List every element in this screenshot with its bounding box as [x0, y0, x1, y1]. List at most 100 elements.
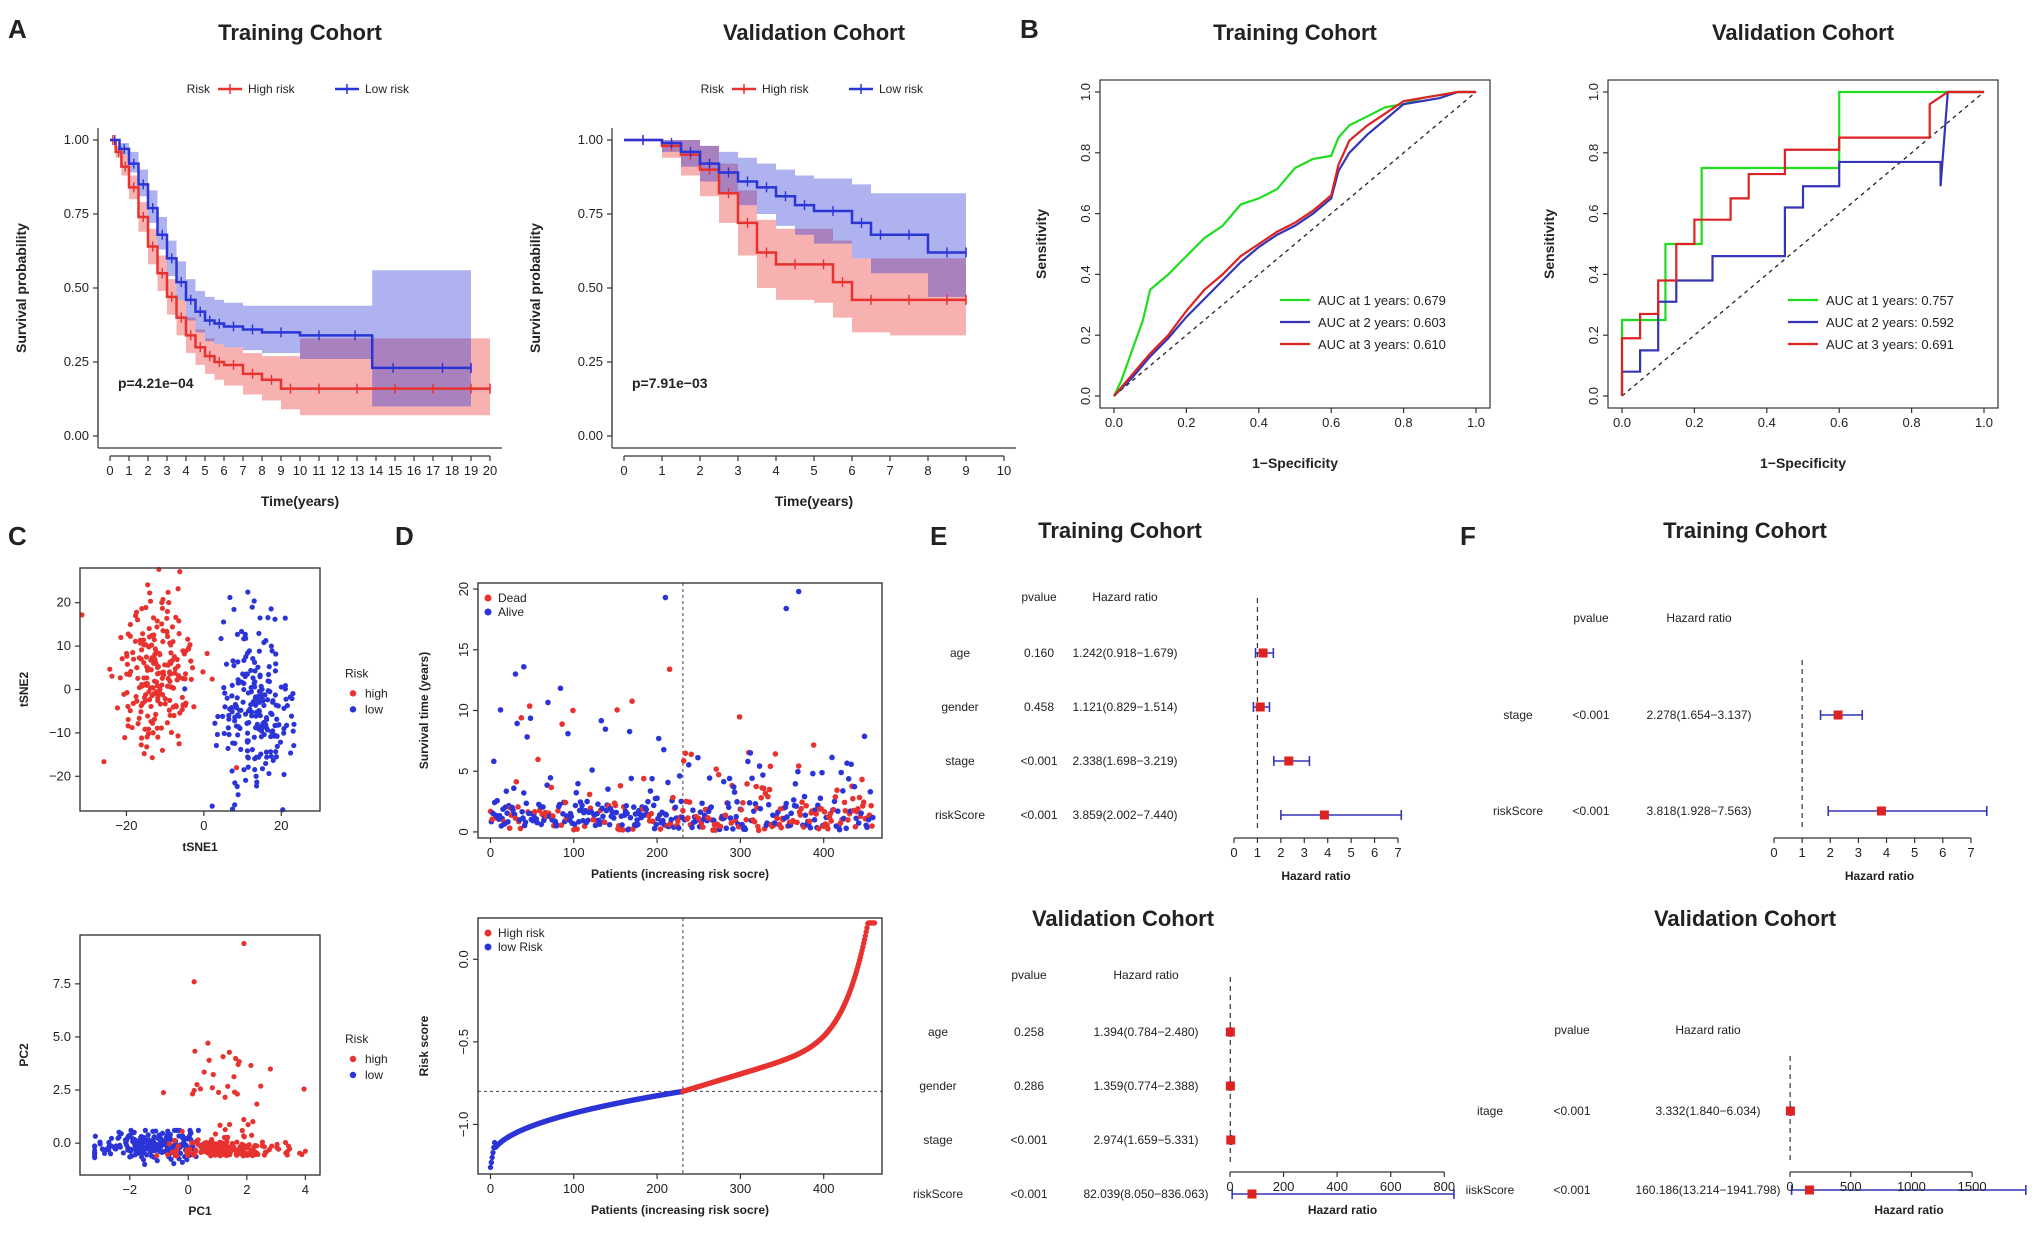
C1-point-low	[249, 747, 255, 753]
C1-point-high	[143, 654, 150, 660]
C2-point-low	[158, 1136, 164, 1142]
D2-xtick-label: 100	[563, 1181, 585, 1196]
D1-patient-point	[848, 761, 854, 768]
C2-point-high	[283, 1150, 289, 1156]
C1-point-low	[265, 671, 272, 678]
C1-point-low	[235, 677, 241, 683]
C2-point-low	[106, 1143, 112, 1149]
F1-xtick-label: 2	[1827, 845, 1834, 860]
C1-point-low	[291, 721, 297, 727]
A2-ci-band-high	[624, 140, 966, 336]
C1-point-high	[185, 636, 191, 642]
C2-point-high	[165, 1152, 171, 1158]
C1-point-high	[164, 633, 171, 640]
D1-patient-point	[676, 773, 683, 779]
C1-point-high	[124, 653, 130, 659]
D1-patient-point	[795, 768, 801, 775]
E1-forest-plot: Training Cohort pvalue Hazard ratio age 0.16…	[935, 518, 1403, 883]
D2-legend-dot-high	[484, 929, 492, 937]
D1-patient-point	[706, 775, 713, 781]
C1-point-high	[127, 708, 133, 714]
C1-point-high	[168, 729, 175, 736]
B1-roc-plot: Training Cohort 0.0 0.2 0.4 0.6 0.8 1.0 0.0 0.2 0…	[1033, 20, 1491, 471]
C2-point-low	[145, 1137, 152, 1143]
C1-point-high	[157, 701, 164, 707]
A1-pvalue: p=4.21e−04	[118, 375, 194, 391]
C1-point-high	[149, 755, 155, 761]
C2-point-high	[243, 1143, 249, 1149]
C2-point-high	[215, 1089, 222, 1096]
panel-label-e: E	[930, 521, 947, 551]
D1-patient-point	[864, 824, 870, 831]
C1-xtick-label: 20	[274, 818, 288, 833]
D1-patient-point	[557, 685, 564, 692]
D1-patient-point	[522, 819, 529, 826]
D1-patient-point	[654, 795, 660, 802]
E2-header-pvalue: pvalue	[1011, 968, 1047, 982]
D1-patient-point	[540, 804, 546, 810]
B1-xtick-label: 0.4	[1250, 415, 1268, 430]
C1-point-high	[166, 707, 172, 713]
C1-point-high	[177, 568, 183, 575]
B2-xtick-label: 0.8	[1903, 415, 1921, 430]
C1-point-low	[214, 731, 220, 738]
D1-patient-point	[602, 726, 609, 732]
D1-patient-point	[556, 801, 563, 808]
E1-xtick-label: 4	[1324, 845, 1331, 860]
C1-point-low	[256, 708, 262, 714]
D1-patient-point	[629, 698, 635, 704]
A1-legend-high-label: High risk	[248, 82, 296, 96]
D1-patient-point	[612, 802, 619, 809]
C1-point-high	[173, 614, 179, 620]
C1-point-low	[265, 615, 271, 621]
A2-legend-high-label: High risk	[762, 82, 810, 96]
D1-patient-point	[766, 786, 773, 793]
D1-patient-point	[825, 825, 831, 832]
C1-point-low	[228, 705, 235, 711]
E1-row-label: age	[950, 646, 970, 660]
C1-point-high	[171, 653, 177, 660]
F2-hr-point	[1804, 1185, 1814, 1195]
C1-legend-dot-high	[349, 690, 357, 697]
C1-legend-dot-low	[349, 706, 357, 713]
D1-patient-point	[801, 793, 808, 800]
F2-row-pvalue: <0.001	[1553, 1183, 1590, 1197]
C2-point-high	[216, 1152, 223, 1158]
D1-xlabel: Patients (increasing risk socre)	[591, 867, 769, 881]
C1-point-low	[235, 732, 241, 738]
C1-point-high	[175, 733, 181, 739]
C1-point-low	[220, 713, 226, 719]
C1-point-low	[263, 749, 270, 755]
C1-legend-label-high: high	[365, 686, 388, 700]
C1-point-high	[148, 642, 155, 648]
C1-point-high	[167, 697, 173, 703]
D1-patient-point	[859, 776, 865, 783]
C2-point-low	[158, 1144, 164, 1150]
A2-xtick-label: 6	[848, 463, 855, 478]
E2-hr-point	[1226, 1135, 1236, 1145]
D1-patient-point	[647, 788, 654, 794]
C1-point-low	[209, 803, 215, 809]
C1-point-low	[282, 615, 288, 621]
F2-forest-plot: Validation Cohort pvalue Hazard ratio itage…	[1466, 906, 2027, 1217]
D1-patient-point	[628, 775, 635, 782]
C1-point-low	[220, 619, 227, 625]
C1-point-high	[158, 725, 165, 731]
C2-point-high	[241, 1152, 247, 1158]
C2-ylabel: PC2	[17, 1043, 31, 1067]
C1-legend-title: Risk	[345, 666, 369, 680]
C1-point-low	[260, 697, 266, 704]
C2-point-high	[235, 1061, 241, 1068]
C1-point-low	[226, 716, 232, 722]
C1-point-low	[255, 664, 261, 670]
A2-xtick-label: 1	[658, 463, 665, 478]
C1-point-high	[114, 705, 121, 711]
C1-ytick-label: −10	[49, 725, 71, 740]
C1-point-low	[284, 702, 290, 709]
D1-patient-point	[743, 816, 750, 823]
E2-xtick-label: 200	[1273, 1179, 1295, 1194]
D1-patient-point	[757, 805, 764, 812]
D1-frame	[477, 582, 883, 839]
C1-point-high	[169, 684, 176, 691]
